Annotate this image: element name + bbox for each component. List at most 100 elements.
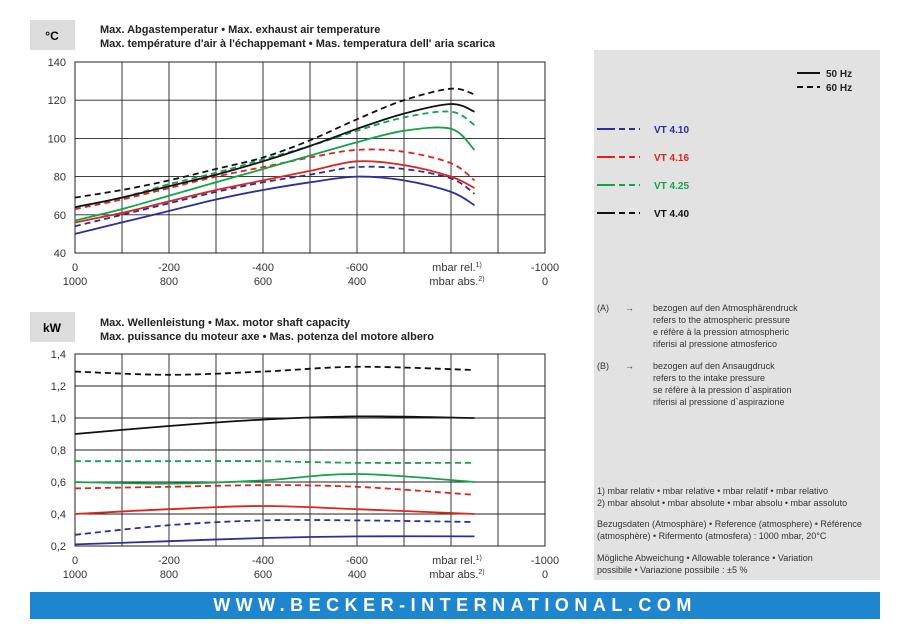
series-line-vt-4-16-60hz — [74, 484, 475, 496]
x-axis-label-rel: mbar rel.1) — [432, 262, 482, 274]
legend-model-label: VT 4.10 — [654, 125, 689, 136]
series-line-vt-4-25-60hz — [74, 110, 476, 209]
x-axis-label-abs: mbar abs.2) — [429, 276, 484, 288]
y-tick-label: 1,4 — [51, 349, 66, 361]
series-line-vt-4-40-60hz — [74, 365, 475, 376]
y-tick-label: 0,8 — [51, 445, 66, 457]
x-tick-label-abs: 600 — [254, 569, 272, 581]
x-tick-label-abs: 400 — [348, 569, 366, 581]
y-tick-label: 0,4 — [51, 509, 66, 521]
series-line-vt-4-10-60hz — [74, 165, 476, 228]
y-tick-label: 100 — [48, 133, 66, 145]
x-axis-label-abs: mbar abs.2) — [429, 569, 484, 581]
series-line-vt-4-25-50hz — [74, 473, 475, 485]
power-title-line-2: Max. puissance du moteur axe • Mas. pote… — [100, 331, 434, 343]
note-a-label: (A) — [597, 303, 609, 313]
footer-url[interactable]: WWW.BECKER-INTERNATIONAL.COM — [30, 592, 880, 619]
x-tick-label-rel: -200 — [158, 555, 180, 567]
series-line-vt-4-16-50hz — [74, 160, 475, 224]
legend-model-label: VT 4.16 — [654, 153, 689, 164]
legend: 50 Hz 60 Hz VT 4.10 VT 4.16 VT 4.25 VT 4.40 — [597, 69, 852, 220]
shaft-capacity-chart: 0,2 0,4 0,6 0,8 1,0 1,2 1,4 0 1000 -200 800 -400 600… — [51, 349, 559, 581]
series-line-vt-4-10-60hz — [74, 519, 475, 536]
x-axis-label-rel-sup: 1) — [476, 262, 482, 269]
note-a: (A) → bezogen auf den Atmosphärendruck r… — [597, 303, 798, 349]
x-tick-label-rel: -400 — [252, 262, 274, 274]
note-b-line-4: riferisi al pressione d`aspirazione — [653, 397, 785, 407]
x-tick-label-abs: 400 — [348, 276, 366, 288]
legend-model-label: VT 4.25 — [654, 181, 689, 192]
y-tick-label: 0,6 — [51, 477, 66, 489]
x-tick-label-rel: -1000 — [531, 262, 559, 274]
plot-frame — [74, 353, 546, 547]
x-tick-label-abs: 1000 — [63, 569, 87, 581]
note-a-line-2: refers to the atmospheric pressure — [653, 315, 790, 325]
reference-line-1: Bezugsdaten (Atmosphäre) • Reference (at… — [597, 519, 862, 529]
x-tick-label-abs: 600 — [254, 276, 272, 288]
x-axis-label-rel: mbar rel.1) — [432, 555, 482, 567]
tolerance-line-1: Mögliche Abweichung • Allowable toleranc… — [597, 553, 813, 563]
x-tick-label-rel: -1000 — [531, 555, 559, 567]
x-axis-label-abs-text: mbar abs. — [429, 569, 478, 581]
note-a-line-1: bezogen auf den Atmosphärendruck — [653, 303, 798, 313]
y-tick-label: 1,2 — [51, 381, 66, 393]
note-b-line-1: bezogen auf den Ansaugdruck — [653, 361, 775, 371]
series-line-vt-4-40-50hz — [74, 103, 475, 209]
legend-model-label: VT 4.40 — [654, 209, 689, 220]
x-tick-label-rel: -600 — [346, 555, 368, 567]
temp-title-line-2: Max. température d'air à l'échappemant •… — [100, 38, 496, 50]
note-b-line-2: refers to the intake pressure — [653, 373, 765, 383]
y-tick-label: 80 — [54, 172, 66, 184]
temp-title-line-1: Max. Abgastemperatur • Max. exhaust air … — [100, 24, 380, 36]
y-tick-label: 1,0 — [51, 413, 66, 425]
exhaust-temperature-chart: 40 60 80 100 120 140 0 1000 -200 800 -400 600 -600 40… — [48, 57, 559, 288]
footnote-1: 1) mbar relativ • mbar relative • mbar r… — [597, 486, 828, 496]
series-line-vt-4-40-60hz — [74, 87, 475, 199]
power-unit-box — [30, 312, 75, 342]
note-b-line-3: se réfère à la pression d`aspiration — [653, 385, 792, 395]
info-panel — [594, 50, 880, 580]
series-line-vt-4-16-50hz — [74, 505, 475, 515]
y-tick-label: 120 — [48, 95, 66, 107]
footnote-2: 2) mbar absolut • mbar absolute • mbar a… — [597, 498, 847, 508]
series-line-vt-4-25-60hz — [74, 460, 475, 464]
note-b-arrow: → — [625, 361, 634, 371]
y-tick-label: 0,2 — [51, 541, 66, 553]
reference-line-2: (atmosphère) • Rifermento (atmosfera) : … — [597, 531, 827, 541]
x-tick-label-rel: 0 — [72, 555, 78, 567]
x-tick-label-abs: 800 — [160, 276, 178, 288]
series-line-vt-4-10-50hz — [74, 175, 475, 235]
note-b: (B) → bezogen auf den Ansaugdruck refers… — [597, 361, 792, 407]
temp-unit-box — [30, 20, 75, 50]
power-unit: kW — [43, 321, 62, 335]
series-line-vt-4-25-50hz — [74, 126, 476, 222]
y-tick-label: 140 — [48, 57, 66, 69]
series-line-vt-4-16-60hz — [74, 148, 476, 210]
note-a-line-4: riferisi al pressione atmosferico — [653, 339, 777, 349]
note-b-label: (B) — [597, 361, 609, 371]
x-axis-label-abs-sup: 2) — [478, 569, 484, 576]
temp-unit: °C — [45, 29, 59, 43]
x-tick-label-rel: 0 — [72, 262, 78, 274]
x-tick-label-rel: -400 — [252, 555, 274, 567]
legend-60hz: 60 Hz — [826, 83, 852, 94]
series-line-vt-4-40-50hz — [74, 415, 475, 435]
x-axis-label-abs-text: mbar abs. — [429, 276, 478, 288]
y-tick-label: 60 — [54, 210, 66, 222]
x-tick-label-abs: 1000 — [63, 276, 87, 288]
x-tick-label-abs: 0 — [542, 569, 548, 581]
x-axis-label-rel-text: mbar rel. — [432, 555, 475, 567]
note-a-arrow: → — [625, 303, 634, 313]
legend-50hz: 50 Hz — [826, 69, 852, 80]
x-tick-label-abs: 800 — [160, 569, 178, 581]
plot-frame — [74, 61, 546, 254]
y-tick-label: 40 — [54, 248, 66, 260]
power-title-line-1: Max. Wellenleistung • Max. motor shaft c… — [100, 317, 351, 329]
x-axis-label-rel-text: mbar rel. — [432, 262, 475, 274]
series-line-vt-4-10-50hz — [74, 535, 475, 546]
x-tick-label-rel: -600 — [346, 262, 368, 274]
tolerance-line-2: possibile • Variazione possibile : ±5 % — [597, 565, 748, 575]
x-axis-label-rel-sup: 1) — [476, 555, 482, 562]
x-tick-label-rel: -200 — [158, 262, 180, 274]
